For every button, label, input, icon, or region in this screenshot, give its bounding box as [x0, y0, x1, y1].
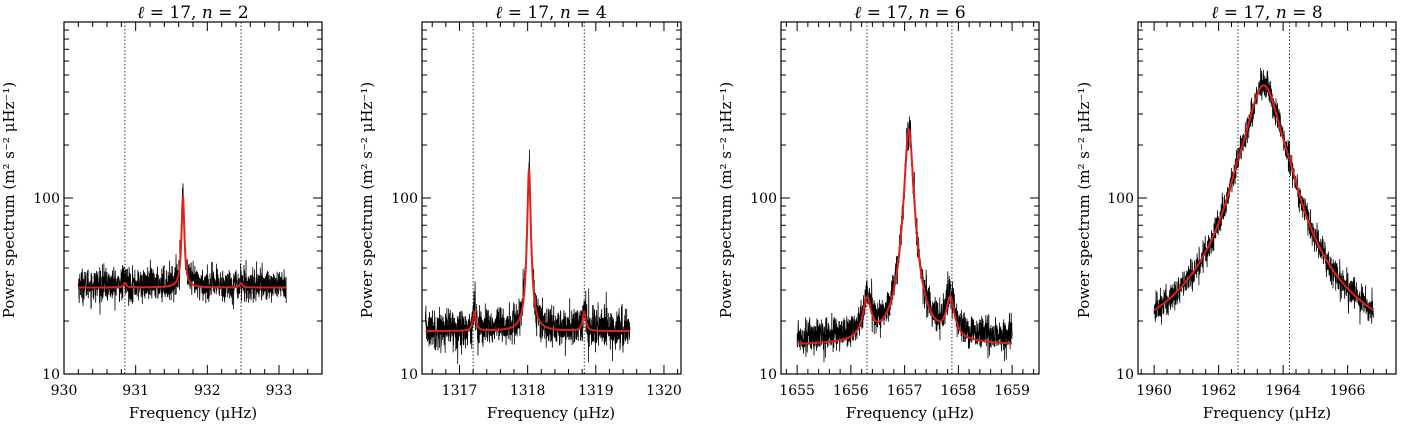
x-tick-label: 1966	[1330, 383, 1366, 399]
x-tick-label: 1320	[646, 383, 682, 399]
chart-title: ℓ = 17, n = 2	[137, 3, 248, 23]
plot-area: 1655 1656 1657 1658 1659 10 100	[750, 21, 1040, 399]
chart-panel-4: ℓ = 17, n = 8 Power spectrum (m² s⁻² μHz…	[1075, 3, 1397, 422]
x-tick-label: 1960	[1136, 383, 1172, 399]
x-axis-label: Frequency (μHz)	[487, 404, 615, 422]
svg-text:Power spectrum (m² s⁻² μHz⁻¹): Power spectrum (m² s⁻² μHz⁻¹)	[1075, 82, 1093, 318]
chart-title: ℓ = 17, n = 6	[854, 3, 965, 23]
observed-spectrum-line	[1153, 67, 1374, 325]
plot-frame	[780, 21, 1040, 375]
plot-area: 1960 1962 1964 1966 10 100	[1107, 21, 1397, 399]
x-axis-label: Frequency (μHz)	[1203, 404, 1331, 422]
svg-text:Power spectrum (m² s⁻² μHz⁻¹): Power spectrum (m² s⁻² μHz⁻¹)	[0, 82, 18, 318]
x-tick-label: 1657	[887, 383, 923, 399]
x-tick-label: 1318	[510, 383, 546, 399]
chart-panel-1: ℓ = 17, n = 2 Power spectrum (m² s⁻² μHz…	[0, 3, 323, 422]
y-axis-label: Power spectrum (m² s⁻² μHz⁻¹)	[717, 82, 735, 318]
y-axis-label: Power spectrum (m² s⁻² μHz⁻¹)	[1075, 82, 1093, 318]
x-tick-label: 1962	[1201, 383, 1237, 399]
fit-curve-line	[1153, 84, 1374, 312]
y-tick-label: 10	[1116, 367, 1134, 383]
fit-curve-line	[425, 169, 630, 333]
y-axis-label: Power spectrum (m² s⁻² μHz⁻¹)	[0, 82, 18, 318]
svg-text:Power spectrum (m² s⁻² μHz⁻¹): Power spectrum (m² s⁻² μHz⁻¹)	[717, 82, 735, 318]
x-tick-label: 1319	[578, 383, 614, 399]
plot-area: 1317 1318 1319 1320 10 100	[391, 21, 682, 399]
x-tick-label: 930	[51, 383, 78, 399]
y-tick-label: 100	[750, 191, 777, 207]
x-axis-label: Frequency (μHz)	[129, 404, 257, 422]
x-tick-label: 1658	[941, 383, 977, 399]
y-tick-label: 100	[391, 191, 418, 207]
x-tick-label: 933	[266, 383, 293, 399]
y-tick-label: 10	[400, 367, 418, 383]
y-axis-label: Power spectrum (m² s⁻² μHz⁻¹)	[358, 82, 376, 318]
y-tick-label: 100	[1107, 191, 1134, 207]
plot-frame	[63, 21, 323, 375]
x-tick-label: 1317	[442, 383, 478, 399]
x-tick-label: 931	[122, 383, 149, 399]
fit-curve-line	[797, 128, 1013, 345]
chart-title: ℓ = 17, n = 4	[495, 3, 606, 23]
y-tick-label: 100	[33, 191, 60, 207]
x-tick-label: 1656	[833, 383, 869, 399]
fit-curve-line	[78, 195, 287, 289]
x-tick-label: 1655	[779, 383, 815, 399]
x-tick-label: 932	[194, 383, 221, 399]
observed-spectrum-line	[796, 116, 1013, 363]
x-tick-label: 1659	[994, 383, 1030, 399]
chart-panel-2: ℓ = 17, n = 4 Power spectrum (m² s⁻² μHz…	[358, 3, 682, 422]
y-tick-label: 10	[42, 367, 60, 383]
chart-panel-3: ℓ = 17, n = 6 Power spectrum (m² s⁻² μHz…	[717, 3, 1040, 422]
svg-text:Power spectrum (m² s⁻² μHz⁻¹): Power spectrum (m² s⁻² μHz⁻¹)	[358, 82, 376, 318]
y-tick-label: 10	[759, 367, 777, 383]
x-tick-label: 1964	[1265, 383, 1301, 399]
x-axis-label: Frequency (μHz)	[846, 404, 974, 422]
chart-title: ℓ = 17, n = 8	[1211, 3, 1322, 23]
plot-area: 930 931 932 933 10 100	[33, 21, 323, 399]
